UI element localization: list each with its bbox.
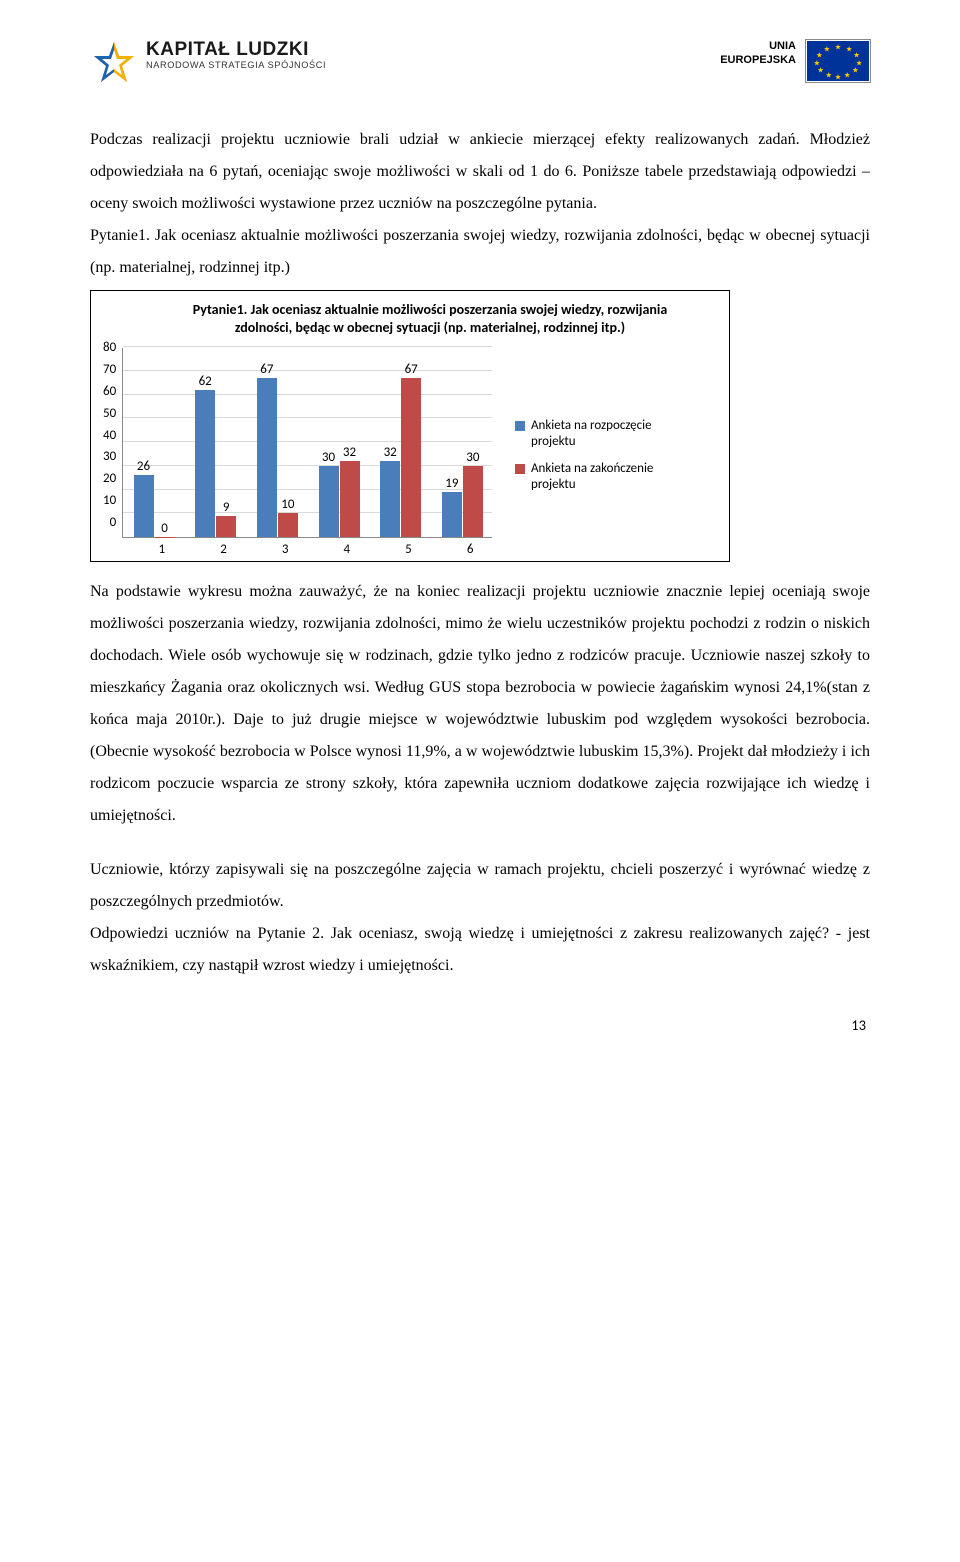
chart-bar-group: 6710	[257, 378, 298, 537]
chart-gridline	[123, 441, 492, 442]
chart-bar-group: 1930	[442, 466, 483, 537]
chart-y-axis: 80 70 60 50 40 30 20 10 0	[103, 340, 122, 530]
chart-bar: 30	[319, 466, 339, 537]
chart-bar: 62	[195, 390, 215, 537]
chart-bar: 19	[442, 492, 462, 537]
page: KAPITAŁ LUDZKI NARODOWA STRATEGIA SPÓJNO…	[0, 0, 960, 1074]
eu-line-1: UNIA	[720, 40, 796, 54]
chart-bar: 30	[463, 466, 483, 537]
chart-legend-label: Ankieta na zakończenie projektu	[531, 461, 681, 494]
chart-bar-value: 0	[161, 521, 168, 536]
chart-bar-group: 3032	[319, 461, 360, 537]
chart-y-tick: 40	[103, 428, 116, 443]
body-text: Podczas realizacji projektu uczniowie br…	[90, 124, 870, 982]
chart-bar-value: 30	[466, 450, 479, 465]
chart-bar: 67	[401, 378, 421, 537]
chart-bar: 32	[380, 461, 400, 537]
chart-bar-value: 26	[137, 459, 150, 474]
paragraph-analysis: Na podstawie wykresu można zauważyć, że …	[90, 576, 870, 832]
chart-bar: 9	[216, 516, 236, 537]
chart-bar: 26	[134, 475, 154, 537]
chart-body: 80706050403020100 2606296710303232671930…	[103, 348, 717, 557]
chart-gridline	[123, 370, 492, 371]
eu-line-2: EUROPEJSKA	[720, 54, 796, 68]
page-number: 13	[90, 1016, 870, 1034]
chart-y-tick: 30	[103, 449, 116, 464]
chart-x-tick: 1	[131, 542, 193, 557]
chart-x-tick: 3	[254, 542, 316, 557]
paragraph-question2-intro: Odpowiedzi uczniów na Pytanie 2. Jak oce…	[90, 918, 870, 982]
chart-gridline	[123, 512, 492, 513]
paragraph-question1: Pytanie1. Jak oceniasz aktualnie możliwo…	[90, 220, 870, 284]
chart-x-axis: 123456	[131, 542, 501, 557]
kapital-logo-text: KAPITAŁ LUDZKI NARODOWA STRATEGIA SPÓJNO…	[146, 40, 326, 70]
chart-bar-value: 32	[343, 445, 356, 460]
chart-legend-label: Ankieta na rozpoczęcie projektu	[531, 418, 681, 451]
chart-x-tick: 2	[193, 542, 255, 557]
chart-y-tick: 70	[103, 362, 116, 377]
eu-logo: UNIA EUROPEJSKA ★ ★ ★ ★ ★ ★ ★ ★ ★ ★ ★ ★	[720, 40, 870, 82]
chart-bar: 0	[155, 537, 175, 538]
chart-bar-group: 260	[134, 475, 175, 537]
kapital-title: KAPITAŁ LUDZKI	[146, 40, 326, 59]
chart-legend-swatch	[515, 464, 525, 474]
chart-bar-value: 67	[405, 362, 418, 377]
chart-legend-swatch	[515, 421, 525, 431]
eu-flag-icon: ★ ★ ★ ★ ★ ★ ★ ★ ★ ★ ★ ★	[806, 40, 870, 82]
chart-legend-item: Ankieta na zakończenie projektu	[515, 461, 681, 494]
chart-y-tick: 80	[103, 340, 116, 355]
chart-legend-item: Ankieta na rozpoczęcie projektu	[515, 418, 681, 451]
chart-bar-group: 629	[195, 390, 236, 537]
chart-bar: 32	[340, 461, 360, 537]
chart-y-tick: 50	[103, 406, 116, 421]
chart-gridline	[123, 346, 492, 347]
chart-bar-value: 67	[260, 362, 273, 377]
chart-bar: 67	[257, 378, 277, 537]
chart-bar-value: 19	[445, 476, 458, 491]
chart-gridline	[123, 489, 492, 490]
chart-y-tick: 10	[103, 493, 116, 508]
chart-gridline	[123, 394, 492, 395]
chart-legend: Ankieta na rozpoczęcie projektu Ankieta n…	[515, 418, 681, 503]
chart-plot-wrap: 80706050403020100 2606296710303232671930…	[103, 348, 501, 557]
chart-plot-row: 80706050403020100 2606296710303232671930	[103, 348, 501, 538]
chart-y-tick: 0	[110, 515, 117, 530]
chart-bar-value: 30	[322, 450, 335, 465]
chart-y-tick: 60	[103, 384, 116, 399]
chart-plot-area: 2606296710303232671930	[122, 348, 492, 538]
chart-bar-value: 62	[199, 374, 212, 389]
page-header: KAPITAŁ LUDZKI NARODOWA STRATEGIA SPÓJNO…	[90, 40, 870, 88]
chart-bar-value: 9	[223, 500, 230, 515]
kapital-subtitle: NARODOWA STRATEGIA SPÓJNOŚCI	[146, 61, 326, 70]
chart-gridline	[123, 417, 492, 418]
chart-title: Pytanie1. Jak oceniasz aktualnie możliwo…	[183, 301, 677, 336]
chart-x-tick: 4	[316, 542, 378, 557]
chart-x-tick: 5	[378, 542, 440, 557]
paragraph-enrollment: Uczniowie, którzy zapisywali się na posz…	[90, 854, 870, 918]
chart-x-tick: 6	[439, 542, 501, 557]
chart-y-tick: 20	[103, 471, 116, 486]
chart-bar-value: 10	[281, 497, 294, 512]
chart-bar-value: 32	[384, 445, 397, 460]
chart-gridline	[123, 465, 492, 466]
chart-pytanie1: Pytanie1. Jak oceniasz aktualnie możliwo…	[90, 290, 730, 562]
eu-logo-text: UNIA EUROPEJSKA	[720, 40, 796, 68]
kapital-star-icon	[90, 40, 138, 88]
kapital-logo: KAPITAŁ LUDZKI NARODOWA STRATEGIA SPÓJNO…	[90, 40, 326, 88]
chart-bar: 10	[278, 513, 298, 537]
paragraph-intro: Podczas realizacji projektu uczniowie br…	[90, 124, 870, 220]
chart-bar-group: 3267	[380, 378, 421, 537]
